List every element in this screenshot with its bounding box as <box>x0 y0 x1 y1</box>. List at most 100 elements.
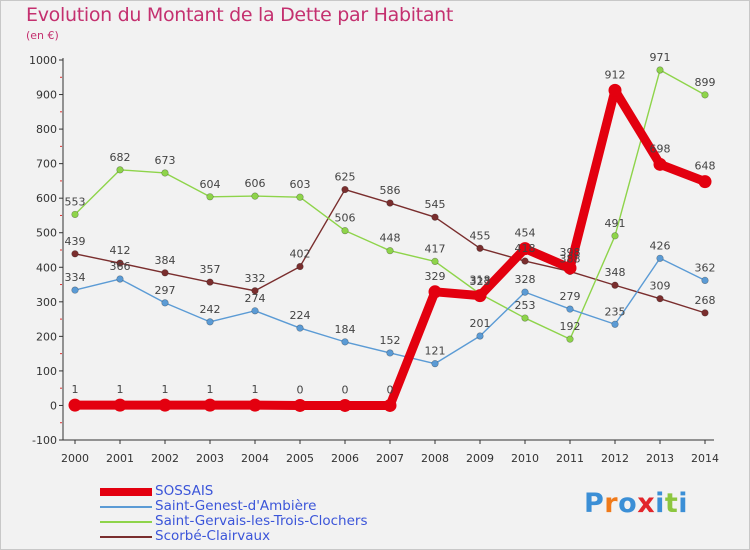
data-label: 201 <box>470 317 491 330</box>
data-label: 152 <box>380 334 401 347</box>
y-tick-label: 700 <box>36 158 57 171</box>
data-point <box>701 91 709 99</box>
data-label: 362 <box>695 261 716 274</box>
data-point <box>161 169 169 177</box>
data-point <box>431 213 439 221</box>
data-point <box>116 166 124 174</box>
x-tick-label: 2006 <box>331 452 359 465</box>
y-tick-label: 100 <box>36 365 57 378</box>
data-point <box>518 242 532 256</box>
data-point <box>251 192 259 200</box>
data-point <box>386 349 394 357</box>
data-label: 1 <box>207 383 214 396</box>
x-tick-label: 2011 <box>556 452 584 465</box>
data-point <box>296 262 304 271</box>
legend-label: SOSSAIS <box>155 483 214 499</box>
data-label: 625 <box>335 171 356 184</box>
data-label: 1 <box>252 383 259 396</box>
data-point <box>386 199 394 207</box>
y-tick-label: 600 <box>36 192 57 205</box>
data-point <box>656 295 664 303</box>
y-tick-label: 900 <box>36 89 57 102</box>
data-point <box>71 250 79 258</box>
data-point <box>611 320 619 328</box>
data-label: 1 <box>162 383 169 396</box>
data-point <box>68 398 82 412</box>
data-point <box>611 232 619 240</box>
legend-swatch <box>100 521 152 523</box>
data-label: 253 <box>515 299 536 312</box>
data-point <box>701 309 709 317</box>
data-point <box>476 332 484 340</box>
data-label: 242 <box>200 303 221 316</box>
x-tick-label: 2008 <box>421 452 449 465</box>
data-label: 279 <box>560 290 581 303</box>
data-point <box>431 257 439 266</box>
data-point <box>116 259 124 267</box>
data-label: 491 <box>605 217 626 230</box>
data-label: 412 <box>110 244 131 257</box>
data-label: 309 <box>650 280 671 293</box>
data-point <box>701 276 709 285</box>
data-label: 606 <box>245 177 266 190</box>
data-label: 334 <box>65 271 86 284</box>
data-label: 184 <box>335 323 356 336</box>
data-label: 0 <box>342 383 349 396</box>
data-point <box>251 307 259 315</box>
data-point <box>296 324 304 332</box>
data-label: 332 <box>245 272 266 285</box>
y-tick-label: 800 <box>36 123 57 136</box>
data-point <box>203 398 217 412</box>
data-point <box>656 66 664 74</box>
data-point <box>521 314 529 322</box>
data-label: 0 <box>297 383 304 396</box>
data-point <box>566 305 574 313</box>
x-tick-label: 2001 <box>106 452 134 465</box>
data-point <box>611 281 619 289</box>
data-label: 121 <box>425 345 446 358</box>
data-label: 603 <box>290 178 311 191</box>
data-point <box>206 193 214 201</box>
data-label: 348 <box>605 266 626 279</box>
y-tick-label: 500 <box>36 227 57 240</box>
data-point <box>341 185 349 194</box>
x-tick-label: 2002 <box>151 452 179 465</box>
data-point <box>698 175 712 189</box>
x-tick-label: 2013 <box>646 452 674 465</box>
legend-label: Saint-Gervais-les-Trois-Clochers <box>155 513 368 529</box>
data-point <box>653 157 667 171</box>
data-label: 506 <box>335 212 356 225</box>
data-point <box>338 398 352 412</box>
legend-swatch <box>100 488 152 496</box>
data-label: 971 <box>650 51 671 64</box>
data-point <box>251 287 259 295</box>
data-label: 682 <box>110 151 131 164</box>
data-label: 417 <box>425 242 446 255</box>
data-point <box>71 210 79 219</box>
data-label: 673 <box>155 154 176 167</box>
legend-label: Saint-Genest-d'Ambière <box>155 498 317 514</box>
x-tick-label: 2009 <box>466 452 494 465</box>
x-tick-label: 2004 <box>241 452 269 465</box>
data-point <box>206 318 214 326</box>
data-label: 545 <box>425 198 446 211</box>
data-point <box>116 275 124 283</box>
data-point <box>161 299 169 307</box>
data-label: 454 <box>515 227 536 240</box>
data-label: 274 <box>245 292 266 305</box>
data-label: 418 <box>515 242 536 255</box>
data-point <box>248 398 262 412</box>
data-point <box>431 360 439 368</box>
data-label: 402 <box>290 248 311 261</box>
data-label: 455 <box>470 229 491 242</box>
data-point <box>113 398 127 412</box>
data-point <box>656 254 664 262</box>
data-point <box>383 398 397 412</box>
data-point <box>473 289 487 303</box>
data-label: 648 <box>695 160 716 173</box>
data-label: 192 <box>560 320 581 333</box>
data-label: 384 <box>155 254 176 267</box>
proxiti-logo: Proxiti <box>584 488 689 519</box>
data-label: 366 <box>110 260 131 273</box>
data-label: 224 <box>290 309 311 322</box>
